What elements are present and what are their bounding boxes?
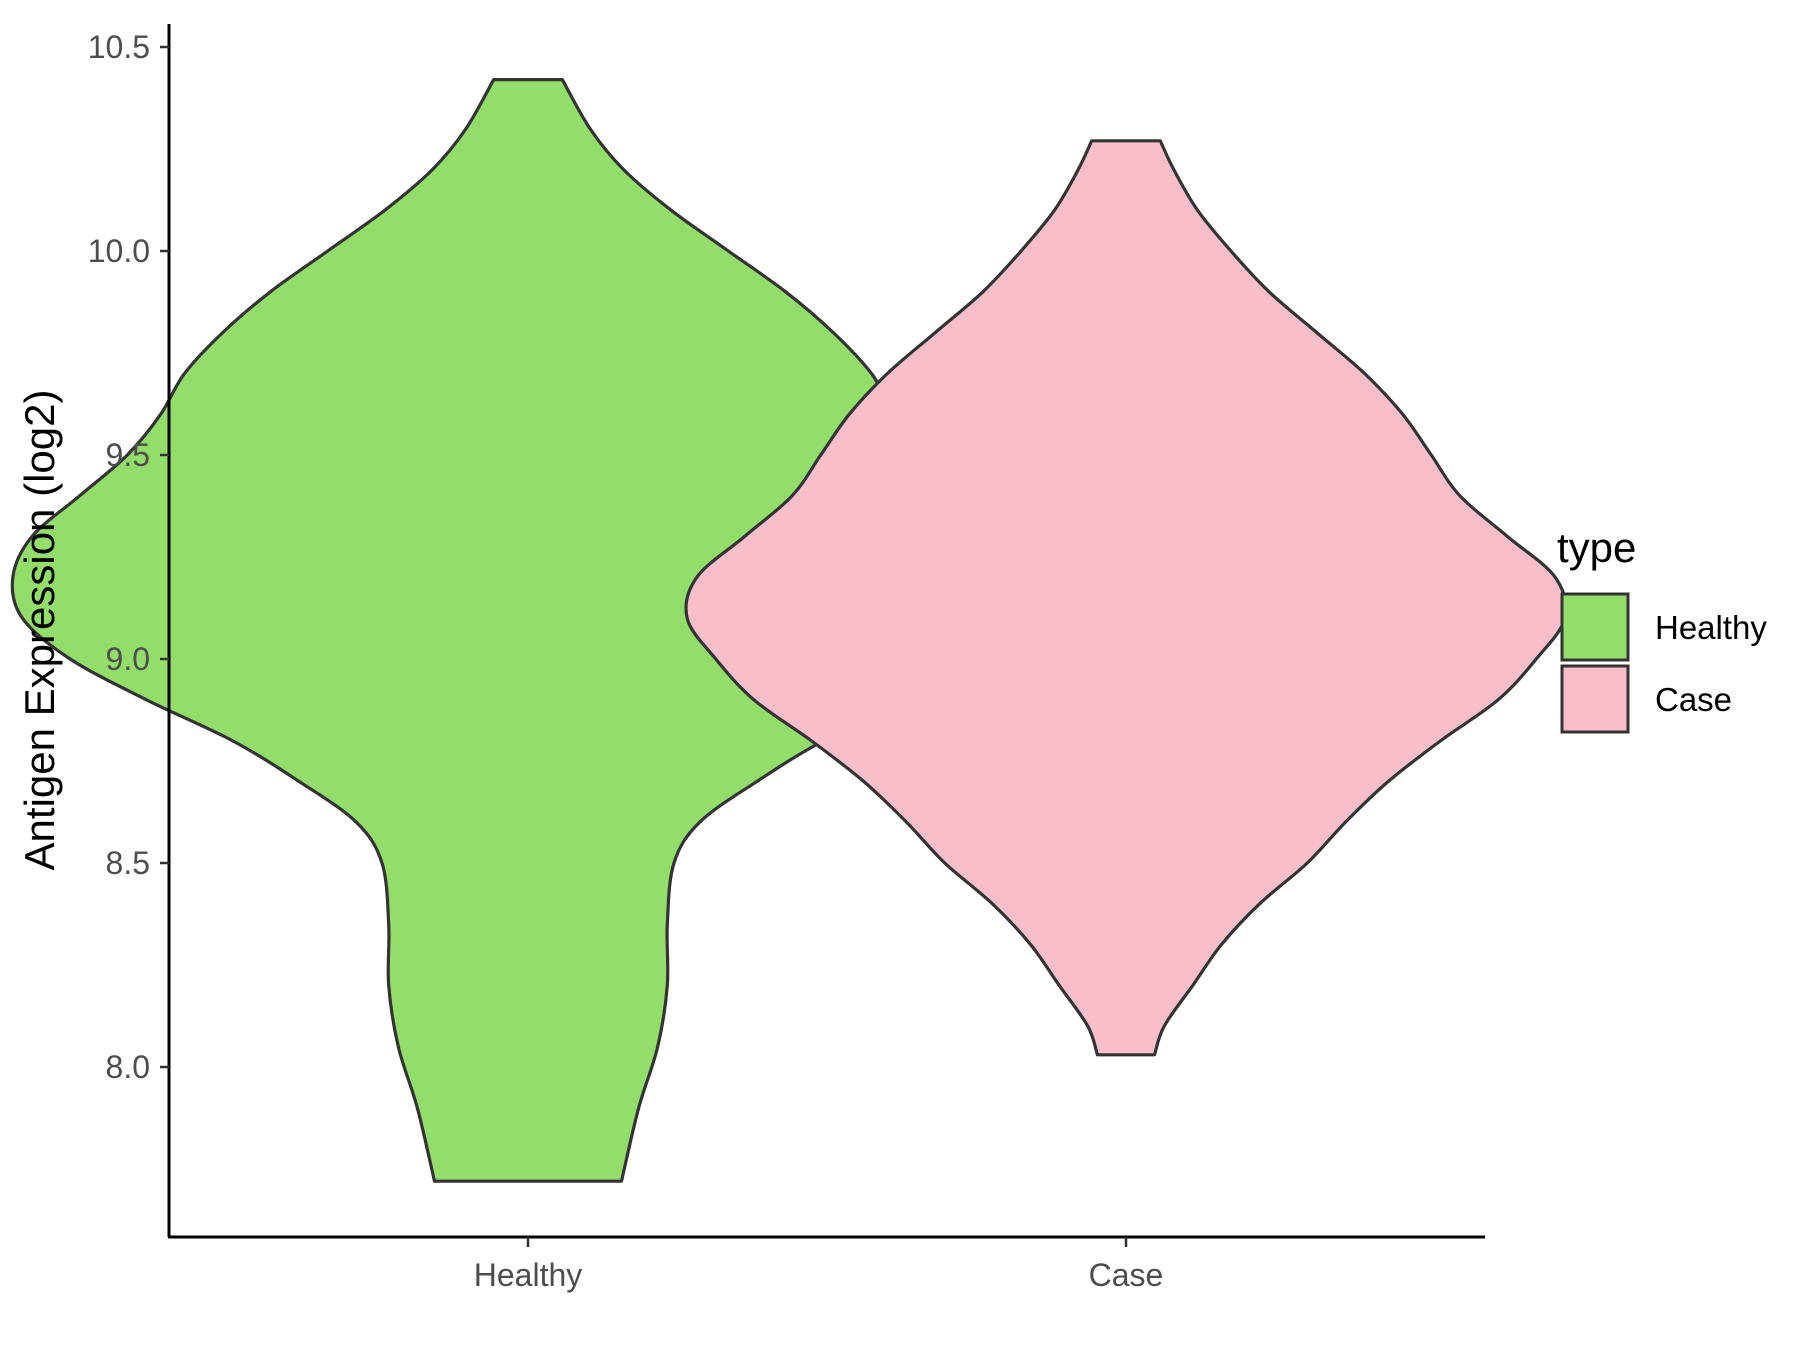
y-axis-ticks: 8.0 8.5 9.0 9.5 10.0 10.5 bbox=[88, 29, 169, 1085]
legend-title: type bbox=[1557, 524, 1636, 571]
legend-label-healthy: Healthy bbox=[1655, 609, 1767, 646]
legend-label-case: Case bbox=[1655, 681, 1732, 718]
x-tick-label-case: Case bbox=[1089, 1257, 1164, 1293]
y-tick-label: 9.5 bbox=[106, 437, 150, 473]
y-tick-label: 10.0 bbox=[88, 233, 150, 269]
y-tick-label: 8.0 bbox=[106, 1049, 150, 1085]
y-tick-label: 8.5 bbox=[106, 845, 150, 881]
x-axis-ticks: Healthy Case bbox=[474, 1237, 1164, 1293]
legend: Healthy Case bbox=[1560, 592, 1767, 734]
violin-case bbox=[684, 139, 1568, 1057]
y-axis-title: Antigen Expression (log2) bbox=[16, 390, 63, 871]
y-tick-label: 10.5 bbox=[88, 29, 150, 65]
legend-key-case bbox=[1560, 664, 1630, 734]
y-tick-label: 9.0 bbox=[106, 641, 150, 677]
violin-layer bbox=[10, 78, 1568, 1183]
legend-key-healthy bbox=[1560, 592, 1630, 662]
x-tick-label-healthy: Healthy bbox=[474, 1257, 583, 1293]
